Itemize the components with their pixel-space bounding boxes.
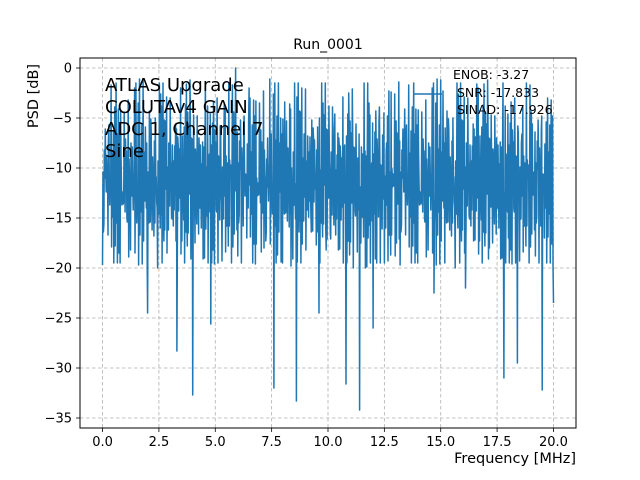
y-tick-label: −20	[45, 262, 72, 277]
y-tick-label: −5	[53, 112, 72, 127]
annotation-block: ATLAS Upgrade COLUTAv4 GAIN ADC 1, Chann…	[105, 75, 263, 162]
chart-title: Run_0001	[293, 37, 362, 53]
y-tick-label: −25	[45, 312, 72, 327]
x-tick-label: 10.0	[314, 435, 343, 450]
legend-enob: ENOB: -3.27	[453, 67, 529, 82]
x-tick-label: 7.5	[261, 435, 282, 450]
y-axis-label: PSD [dB]	[26, 64, 42, 128]
legend-sinad: SINAD: -17.926	[457, 102, 553, 117]
x-axis-label: Frequency [MHz]	[454, 451, 576, 467]
x-tick-label: 2.5	[149, 435, 170, 450]
y-tick-label: −10	[45, 162, 72, 177]
y-tick-label: −35	[45, 412, 72, 427]
legend-snr: SNR: -17.833	[457, 85, 539, 100]
x-tick-label: 5.0	[205, 435, 226, 450]
x-tick-label: 17.5	[483, 435, 512, 450]
y-axis: 0 −5 −10 −15 −20 −25 −30 −35	[45, 62, 80, 427]
legend: ENOB: -3.27 SNR: -17.833 SINAD: -17.926	[414, 67, 553, 117]
annotation-line-3: ADC 1, Channel 7	[105, 119, 263, 140]
annotation-line-4: Sine	[105, 141, 144, 162]
x-axis: 0.0 2.5 5.0 7.5 10.0 12.5 15.0 17.5 20.0	[92, 428, 568, 450]
annotation-line-2: COLUTAv4 GAIN	[105, 97, 248, 118]
y-tick-label: −30	[45, 362, 72, 377]
annotation-line-1: ATLAS Upgrade	[105, 75, 244, 96]
x-tick-label: 15.0	[426, 435, 455, 450]
series-line-layer	[101, 67, 555, 411]
x-tick-label: 20.0	[539, 435, 568, 450]
x-tick-label: 0.0	[92, 435, 113, 450]
y-tick-label: −15	[45, 212, 72, 227]
grid	[80, 58, 576, 428]
x-tick-label: 12.5	[370, 435, 399, 450]
psd-series-line	[101, 67, 555, 411]
y-tick-label: 0	[64, 62, 72, 77]
